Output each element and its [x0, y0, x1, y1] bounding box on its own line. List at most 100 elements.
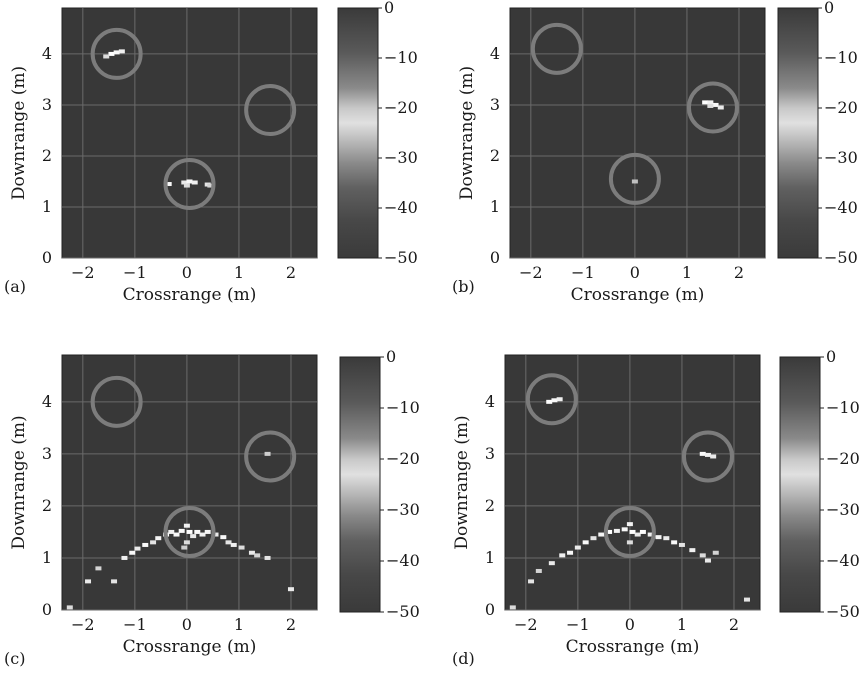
- target-circle: [163, 158, 216, 211]
- scatter-pixel: [535, 568, 542, 573]
- colorbar-tick-label: −10: [826, 398, 860, 417]
- colorbar-tick-label: −40: [386, 551, 420, 570]
- scatter-pixel: [655, 535, 662, 540]
- scatter-pixel: [95, 566, 102, 571]
- panel-label: (c): [4, 649, 25, 668]
- scatter-pixel: [134, 546, 141, 551]
- scatter-pixel: [678, 542, 685, 547]
- plot-area: [509, 7, 766, 259]
- scatter-pixel: [194, 529, 201, 534]
- y-axis-label: Downrange (m): [457, 66, 477, 200]
- colorbar: [337, 7, 379, 259]
- scatter-pixel: [150, 540, 157, 545]
- panel-label: (b): [452, 277, 475, 296]
- colorbar: [777, 7, 819, 259]
- scatter-pixel: [707, 100, 714, 105]
- scatter-pixel: [66, 605, 73, 610]
- scatter-pixel: [710, 454, 717, 459]
- scatter-pixel: [590, 536, 597, 541]
- y-tick-label: 0: [42, 600, 52, 619]
- target-circle: [163, 505, 216, 558]
- scatter-pixel: [548, 561, 555, 566]
- y-tick-label: 2: [485, 496, 495, 515]
- scatter-pixel: [204, 529, 211, 534]
- scatter-pixel: [173, 532, 180, 537]
- scatter-pixel: [183, 523, 190, 528]
- y-tick-label: 2: [42, 496, 52, 515]
- scatter-pixel: [702, 100, 709, 105]
- scatter-pixel: [613, 528, 620, 533]
- scatter-pixel: [699, 553, 706, 558]
- scatter-pixel: [634, 532, 641, 537]
- scatter-pixel: [118, 49, 125, 54]
- scatter-pixel: [190, 534, 197, 539]
- scatter-pixel: [546, 399, 553, 404]
- x-tick-label: −1: [571, 263, 595, 282]
- y-tick-label: 1: [42, 548, 52, 567]
- colorbar-tick-label: −20: [826, 449, 860, 468]
- scatter-pixel: [183, 183, 190, 188]
- target-circle: [681, 430, 734, 483]
- x-tick-label: 1: [234, 263, 244, 282]
- y-tick-label: 4: [42, 392, 52, 411]
- scatter-pixel: [225, 540, 232, 545]
- x-tick-label: 2: [734, 263, 744, 282]
- target-circle: [603, 505, 656, 558]
- colorbar-tick-label: −50: [386, 602, 420, 621]
- scatter-pixel: [699, 451, 706, 456]
- y-tick-label: 2: [490, 146, 500, 165]
- scatter-pixel: [121, 555, 128, 560]
- x-tick-label: 1: [677, 615, 687, 634]
- plot-area: [504, 354, 761, 611]
- scatter-pixel: [598, 532, 605, 537]
- y-axis-label: Downrange (m): [452, 415, 472, 549]
- colorbar-tick-label: −30: [386, 500, 420, 519]
- scatter-pixel: [647, 532, 654, 537]
- x-axis-label: Crossrange (m): [123, 637, 257, 657]
- x-tick-label: 2: [729, 615, 739, 634]
- x-tick-label: 0: [625, 615, 635, 634]
- colorbar-tick-label: −30: [826, 500, 860, 519]
- scatter-pixel: [264, 555, 271, 560]
- y-tick-label: 4: [42, 44, 52, 63]
- scatter-pixel: [181, 180, 188, 185]
- scatter-pixel: [212, 532, 219, 537]
- scatter-pixel: [606, 529, 613, 534]
- colorbar-tick-label: −20: [384, 98, 418, 117]
- x-axis-label: Crossrange (m): [566, 637, 700, 657]
- target-circle: [525, 373, 578, 426]
- scatter-pixel: [220, 535, 227, 540]
- target-circle: [608, 152, 661, 205]
- x-tick-label: −1: [566, 615, 590, 634]
- colorbar-tick-label: −20: [824, 98, 858, 117]
- colorbar-tick-label: −10: [386, 398, 420, 417]
- colorbar-tick-label: −10: [824, 48, 858, 67]
- scatter-pixel: [199, 532, 206, 537]
- colorbar-tick-label: −30: [384, 148, 418, 167]
- colorbar-tick-label: −50: [824, 248, 858, 267]
- scatter-pixel: [254, 553, 261, 558]
- colorbar-tick-label: −10: [384, 48, 418, 67]
- plot-area: [61, 354, 318, 611]
- scatter-pixel: [111, 579, 118, 584]
- x-tick-label: 2: [286, 615, 296, 634]
- colorbar-tick-label: −40: [384, 198, 418, 217]
- scatter-pixel: [556, 397, 563, 402]
- scatter-pixel: [704, 558, 711, 563]
- scatter-pixel: [155, 536, 162, 541]
- y-axis-label: Downrange (m): [9, 66, 29, 200]
- y-tick-label: 0: [42, 248, 52, 267]
- x-tick-label: −2: [514, 615, 538, 634]
- scatter-pixel: [743, 597, 750, 602]
- scatter-pixel: [238, 545, 245, 550]
- scatter-pixel: [629, 529, 636, 534]
- scatter-pixel: [85, 579, 92, 584]
- y-tick-label: 1: [42, 197, 52, 216]
- y-tick-label: 4: [485, 392, 495, 411]
- y-tick-label: 1: [490, 197, 500, 216]
- colorbar-tick-label: 0: [386, 347, 396, 366]
- scatter-pixel: [509, 605, 516, 610]
